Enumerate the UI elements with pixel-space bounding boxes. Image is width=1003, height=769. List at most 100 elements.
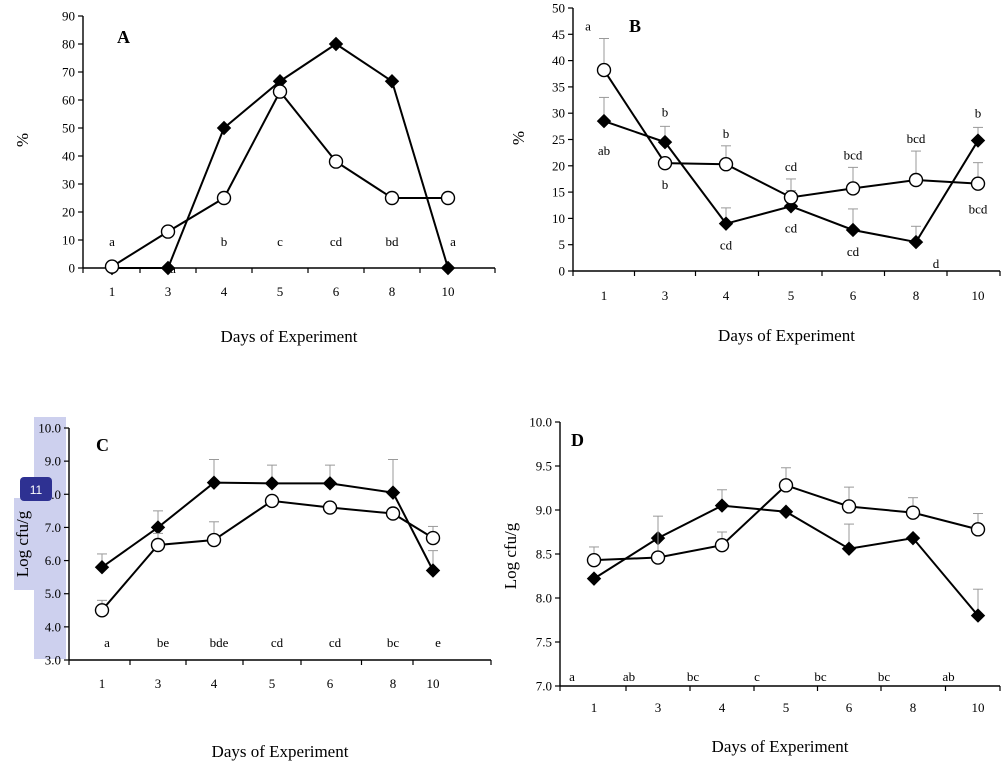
series-circle (586, 467, 986, 568)
x-tick-label: 6 (333, 284, 340, 299)
y-tick-label: 60 (62, 93, 75, 108)
data-point-circle (905, 505, 921, 520)
significance-letter: b (662, 177, 669, 192)
badge-label: 11 (30, 483, 43, 497)
significance-letter: bc (687, 669, 700, 684)
x-tick-label: 10 (972, 700, 985, 715)
significance-letter: b (975, 105, 982, 120)
element-number-badge[interactable]: 11 (20, 477, 52, 501)
data-point-circle (272, 84, 288, 99)
x-tick-label: 1 (591, 700, 598, 715)
x-axis-title: Days of Experiment (212, 742, 349, 761)
data-point-circle (650, 550, 666, 565)
x-tick-label: 8 (910, 700, 917, 715)
data-point-circle (718, 157, 734, 172)
data-point-circle (845, 181, 861, 196)
y-axis-title: % (509, 131, 528, 145)
y-tick-label: 30 (62, 177, 75, 192)
data-point-circle (778, 478, 794, 493)
data-point-diamond (586, 571, 602, 586)
significance-letter: be (157, 635, 170, 650)
data-point-circle (596, 62, 612, 78)
y-tick-label: 50 (62, 121, 75, 136)
x-tick-label: 10 (442, 284, 455, 299)
data-point-circle (440, 190, 456, 206)
x-tick-label: 8 (389, 284, 396, 299)
x-tick-label: 4 (723, 288, 730, 303)
x-tick-label: 1 (109, 284, 116, 299)
significance-letter: b (662, 104, 669, 119)
data-point-diamond (94, 559, 110, 575)
y-tick-label: 40 (552, 53, 565, 68)
significance-letter: cd (720, 238, 733, 253)
significance-letter: a (104, 635, 110, 650)
chart-panel-a: 0 10 20 30 40 50 60 70 80 90 1 3 4 5 6 8 10 Days of Exper… (13, 9, 496, 346)
y-tick-label: 10.0 (529, 415, 552, 430)
x-tick-label: 5 (788, 288, 795, 303)
significance-letter: ab (942, 669, 954, 684)
x-tick-label: 1 (99, 676, 106, 691)
data-point-diamond (841, 541, 857, 556)
data-point-diamond (322, 476, 338, 491)
significance-letter: cd (329, 635, 342, 650)
y-tick-label: 9.5 (536, 459, 552, 474)
y-tick-label: 5 (559, 237, 566, 252)
chart-panel-d: 7.0 7.5 8.0 8.5 9.0 9.5 10.0 1 3 4 5 6 8 10 Days of Ex… (501, 415, 1001, 756)
x-tick-label: 4 (221, 284, 228, 299)
x-axis-title: Days of Experiment (712, 737, 849, 756)
significance-letter: bc (387, 635, 400, 650)
significance-letter: ab (623, 669, 635, 684)
data-point-circle (970, 176, 986, 191)
significance-letter: bcd (907, 131, 926, 146)
x-tick-label: 3 (662, 288, 669, 303)
significance-letter: a (450, 234, 456, 249)
significance-letter: cd (785, 220, 798, 235)
data-point-circle (384, 190, 400, 206)
y-axis-title: Log cfu/g (13, 510, 32, 577)
significance-letter: a (569, 669, 575, 684)
significance-letter: a (109, 234, 115, 249)
y-tick-label: 7.0 (45, 520, 61, 535)
data-point-diamond (328, 36, 344, 52)
y-tick-label: 7.0 (536, 679, 552, 694)
data-point-circle (264, 493, 280, 509)
significance-letter: e (435, 635, 441, 650)
data-point-diamond (778, 504, 794, 519)
data-point-diamond (440, 260, 456, 276)
y-tick-label: 10 (62, 233, 75, 248)
y-axis-title: % (13, 133, 32, 147)
x-tick-label: 5 (269, 676, 276, 691)
panel-label: D (571, 430, 584, 450)
y-tick-label: 70 (62, 65, 75, 80)
y-tick-label: 50 (552, 1, 565, 16)
x-tick-label: 6 (846, 700, 853, 715)
y-label-highlight (14, 498, 34, 590)
significance-letter: d (933, 256, 940, 271)
significance-letter: b (723, 126, 730, 141)
significance-letter: bd (386, 234, 400, 249)
series-diamond (94, 458, 441, 578)
significance-letter: bde (210, 635, 229, 650)
x-tick-label: 8 (390, 676, 397, 691)
data-point-diamond (718, 216, 734, 231)
data-point-diamond (970, 608, 986, 623)
panel-label: B (629, 16, 641, 36)
y-tick-label: 4.0 (45, 619, 61, 634)
series-line (101, 499, 434, 611)
significance-letter: c (754, 669, 760, 684)
panel-label: A (117, 27, 130, 47)
significance-letter: cd (330, 234, 343, 249)
significance-letter: bcd (969, 202, 988, 217)
series-line (593, 484, 979, 562)
data-point-diamond (160, 260, 176, 276)
x-tick-label: 6 (850, 288, 857, 303)
y-tick-highlight (34, 417, 66, 659)
x-axis-title: Days of Experiment (718, 326, 855, 345)
y-tick-label: 3.0 (45, 653, 61, 668)
y-tick-label: 0 (69, 261, 76, 276)
x-tick-label: 5 (783, 700, 790, 715)
significance-letter: cd (271, 635, 284, 650)
data-point-circle (970, 522, 986, 537)
y-tick-label: 6.0 (45, 553, 61, 568)
